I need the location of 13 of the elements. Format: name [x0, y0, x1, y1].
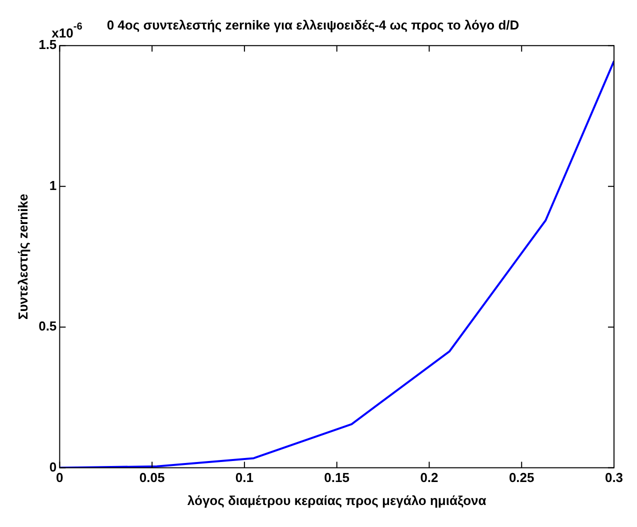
x-tick-label: 0.05: [139, 470, 165, 486]
x-tick-label: 0.25: [508, 470, 534, 486]
x-tick-label: 0.3: [604, 470, 624, 486]
chart-title: 0 4ος συντελεστής zernike για ελλειψοειδές-4 ως προς το λόγο d/D: [106, 17, 520, 32]
y-axis-title: Συντελεστής zernike: [15, 194, 30, 320]
y-tick-label: 1: [49, 178, 57, 193]
y-tick-label: 1.5: [38, 37, 57, 52]
y-tick-label: 0: [49, 459, 57, 474]
x-tick-label: 0.2: [420, 470, 438, 486]
x-axis-title: λόγος διαμέτρου κεραίας προς μεγάλο ημιάξονα: [187, 492, 486, 508]
x-tick-label: 0.15: [324, 470, 350, 486]
y-tick-label: 0.5: [38, 318, 57, 334]
x-tick-label: 0.1: [235, 470, 254, 486]
